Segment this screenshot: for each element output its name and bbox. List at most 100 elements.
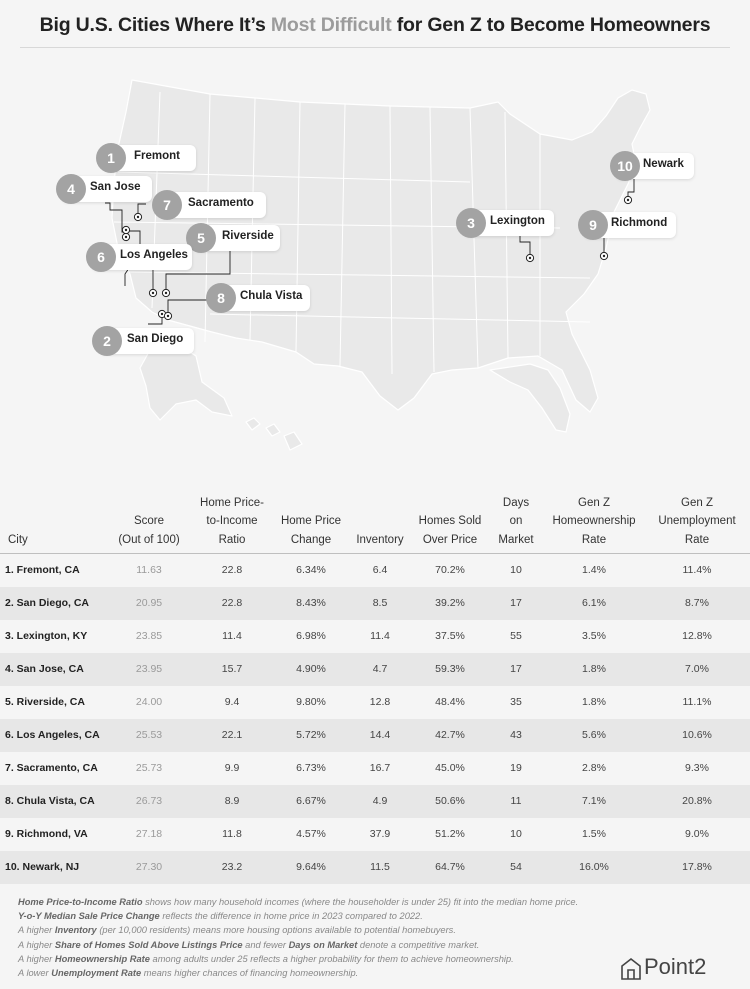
continental-us-shape <box>111 79 651 413</box>
value-cell: 22.8 <box>190 586 274 620</box>
column-header: Gen Z Homeownership Rate <box>544 494 644 555</box>
table-row: 3. Lexington, KY 23.85 11.4 6.98% 11.4 37.5% 5… <box>0 620 750 653</box>
value-cell: 39.2% <box>412 586 488 620</box>
value-cell: 51.2% <box>435 828 465 841</box>
value-cell: 6.34% <box>296 564 326 577</box>
footnote-text: shows how many household incomes (where … <box>142 897 579 907</box>
value-cell: 4.9 <box>348 784 412 818</box>
point2-logo: Point2 <box>620 954 740 984</box>
value-cell: 17 <box>488 586 544 620</box>
value-cell: 11.1% <box>682 696 712 709</box>
map-label-name: San Diego <box>127 333 184 345</box>
map-label-name: Fremont <box>134 150 180 162</box>
footnote-term: Y-o-Y Median Sale Price Change <box>18 911 160 922</box>
value-cell: 12.8% <box>682 630 712 643</box>
city-cell: 8. Chula Vista, CA <box>0 784 108 818</box>
column-header: Homes Sold Over Price <box>412 494 488 555</box>
ranking-table: City Score (Out of 100) Home Price-to-Incom… <box>0 494 750 884</box>
value-cell: 9.64% <box>274 850 348 884</box>
us-map: 1 Fremont 4 San Jose 7 Sacramento 5 Rive… <box>0 52 750 482</box>
map-label-newark: 10 Newark <box>610 151 694 181</box>
value-cell: 9.9 <box>224 762 240 775</box>
chart-title: Big U.S. Cities Where It’s Most Difficul… <box>20 14 730 37</box>
footnote-line: A lower Unemployment Rate means higher c… <box>18 966 618 980</box>
map-label-losangeles: 6 Los Angeles <box>86 242 192 272</box>
score-cell: 20.95 <box>108 586 190 620</box>
city-cell: 9. Richmond, VA <box>5 828 88 841</box>
value-cell: 15.7 <box>190 652 274 686</box>
value-cell: 37.9 <box>369 828 391 841</box>
city-cell: 3. Lexington, KY <box>5 630 88 643</box>
city-dots <box>121 195 633 321</box>
footnote-text: A higher <box>18 939 55 950</box>
value-cell: 11.4 <box>222 630 242 643</box>
value-cell: 1.8% <box>544 652 644 686</box>
value-cell: 4.57% <box>296 828 326 841</box>
value-cell: 43 <box>488 718 544 752</box>
table-body: 1. Fremont, CA 11.63 22.8 6.34% 6.4 70.2% 10 1.… <box>0 554 750 884</box>
map-label-name: Richmond <box>611 217 668 229</box>
value-cell: 6.1% <box>544 586 644 620</box>
value-cell: 6.4 <box>372 564 388 577</box>
value-cell: 17.8% <box>644 850 750 884</box>
footnote-line: A higher Homeownership Rate among adults… <box>18 952 618 966</box>
map-label-name: Lexington <box>490 215 545 227</box>
value-cell: 1.5% <box>582 828 606 841</box>
value-cell: 64.7% <box>412 850 488 884</box>
value-cell: 9.4 <box>224 696 240 709</box>
footnote-term: Homeownership Rate <box>54 953 150 964</box>
map-label-richmond: 9 Richmond <box>578 210 676 240</box>
map-label-name: Newark <box>643 158 684 170</box>
footnote-text: A higher <box>18 925 55 936</box>
rank-badge: 6 <box>86 242 116 272</box>
value-cell: 19 <box>510 762 522 775</box>
column-header: City <box>0 494 108 555</box>
table-header-row: City Score (Out of 100) Home Price-to-Incom… <box>0 494 750 555</box>
value-cell: 16.0% <box>544 850 644 884</box>
value-cell: 16.7 <box>369 762 391 775</box>
footnote-term: Share of Homes Sold Above Listings Price <box>54 939 243 950</box>
map-label-chulavista: 8 Chula Vista <box>206 283 310 313</box>
column-header: Home Price Change <box>274 494 348 555</box>
value-cell: 10.6% <box>644 718 750 752</box>
column-header: Inventory <box>348 494 412 555</box>
map-label-name: Riverside <box>222 230 274 242</box>
house-icon <box>621 957 641 980</box>
rank-badge: 3 <box>456 208 486 238</box>
value-cell: 6.98% <box>296 630 326 643</box>
florida-shape <box>489 363 571 433</box>
title-highlight: Most Difficult <box>270 14 392 36</box>
value-cell: 50.6% <box>412 784 488 818</box>
chart-title-container: Big U.S. Cities Where It’s Most Difficul… <box>20 14 730 48</box>
map-label-sacramento: 7 Sacramento <box>152 190 266 220</box>
value-cell: 37.5% <box>435 630 465 643</box>
footnote-line: Home Price-to-Income Ratio shows how man… <box>18 895 618 909</box>
score-cell: 24.00 <box>135 696 163 709</box>
table-row: 5. Riverside, CA 24.00 9.4 9.80% 12.8 48.4% 35… <box>0 686 750 719</box>
value-cell: 7.0% <box>644 652 750 686</box>
value-cell: 11.4% <box>682 564 712 577</box>
value-cell: 4.90% <box>274 652 348 686</box>
city-cell: 2. San Diego, CA <box>0 586 108 620</box>
map-label-riverside: 5 Riverside <box>186 223 280 253</box>
value-cell: 9.80% <box>296 696 326 709</box>
map-label-name: Chula Vista <box>240 290 303 302</box>
footnotes: Home Price-to-Income Ratio shows how man… <box>18 895 618 980</box>
map-label-name: Los Angeles <box>120 249 188 261</box>
rank-badge: 9 <box>578 210 608 240</box>
map-label-fremont: 1 Fremont <box>96 143 196 173</box>
rank-badge: 2 <box>92 326 122 356</box>
column-header: Home Price-to-Income Ratio <box>190 494 274 555</box>
map-label-name: Sacramento <box>188 197 254 209</box>
value-cell: 48.4% <box>435 696 465 709</box>
value-cell: 6.67% <box>274 784 348 818</box>
value-cell: 23.2 <box>190 850 274 884</box>
map-label-sanjose: 4 San Jose <box>56 174 152 204</box>
value-cell: 5.72% <box>274 718 348 752</box>
city-cell: 5. Riverside, CA <box>5 696 85 709</box>
column-header: Gen Z Unemployment Rate <box>644 494 750 555</box>
value-cell: 1.4% <box>582 564 606 577</box>
city-cell: 10. Newark, NJ <box>0 850 108 884</box>
footnote-line: A higher Inventory (per 10,000 residents… <box>18 923 618 937</box>
score-cell: 23.95 <box>108 652 190 686</box>
